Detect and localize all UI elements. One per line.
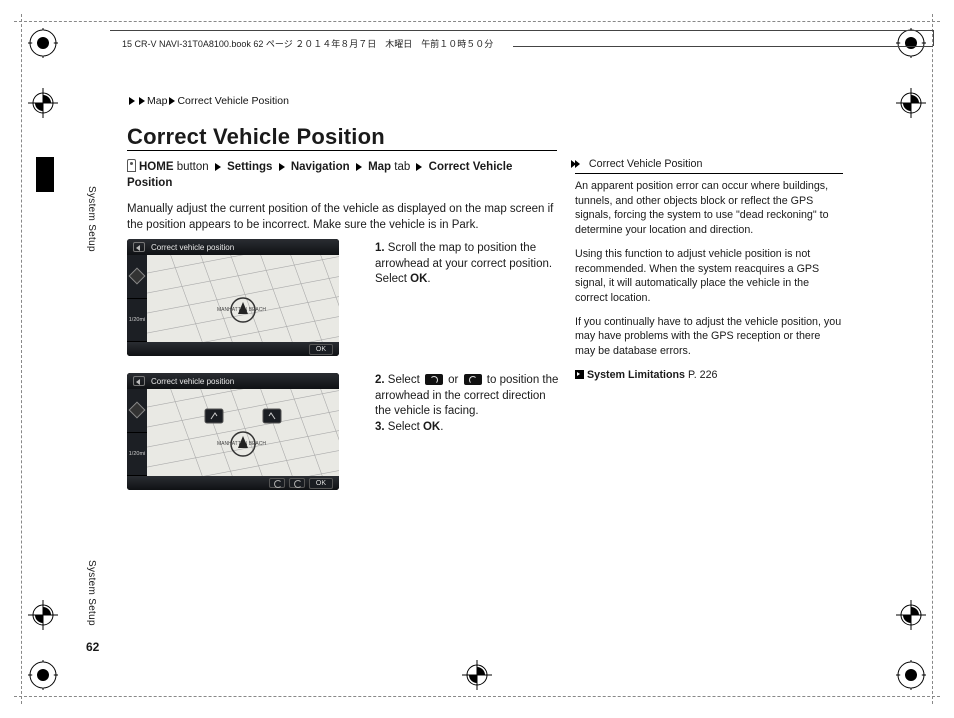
sidebar-ref: System Limitations P. 226: [575, 368, 843, 382]
side-label-top: System Setup: [86, 186, 97, 252]
crop-line-top: [14, 21, 940, 22]
map-area: MANHATTAN BEACH: [147, 389, 339, 476]
section-tab: [36, 157, 54, 192]
rotate-cw-icon: [289, 478, 305, 488]
shot-title: Correct vehicle position: [151, 377, 234, 386]
map-area: MANHATTAN BEACH: [147, 255, 339, 342]
home-icon: [127, 159, 136, 172]
reg-mark-br: [896, 660, 926, 690]
crop-line-bottom: [14, 696, 940, 697]
sidebar-p3: If you continually have to adjust the ve…: [575, 315, 843, 358]
reg-mark-tl: [28, 28, 58, 58]
breadcrumb: MapCorrect Vehicle Position: [127, 95, 289, 107]
reg-cross-bc: [462, 660, 492, 690]
reg-mark-bl: [28, 660, 58, 690]
reg-cross-r2: [896, 600, 926, 630]
sidebar-note: Correct Vehicle Position An apparent pos…: [575, 157, 843, 383]
back-icon: [133, 242, 145, 252]
rotate-cw-button-icon: [464, 374, 482, 385]
steps-2-3: 2. Select or to position the arrowhead i…: [375, 373, 560, 435]
page-title: Correct Vehicle Position: [127, 124, 385, 150]
page-number: 62: [86, 640, 99, 654]
rotate-ccw-button-icon: [425, 374, 443, 385]
crop-line-right: [932, 14, 933, 704]
ok-button: OK: [309, 478, 333, 489]
reg-cross-l1: [28, 88, 58, 118]
compass-icon: [129, 402, 146, 419]
title-rule: [127, 150, 557, 151]
compass-icon: [129, 268, 146, 285]
side-label-bottom: System Setup: [86, 560, 97, 626]
header-meta: 15 CR-V NAVI-31T0A8100.book 62 ページ ２０１４年…: [122, 37, 493, 50]
sidebar-p1: An apparent position error can occur whe…: [575, 179, 843, 237]
scale-label: 1/20mi: [129, 451, 146, 457]
sidebar-heading: Correct Vehicle Position: [589, 158, 702, 170]
crop-line-left: [21, 14, 22, 704]
nav-path: HOME button Settings Navigation Map tab …: [127, 159, 547, 191]
screenshot-2: Correct vehicle position 1/20mi MANHATTA…: [127, 373, 339, 490]
sidebar-p2: Using this function to adjust vehicle po…: [575, 247, 843, 305]
step-1: 1. Scroll the map to position the arrowh…: [375, 241, 560, 288]
back-icon: [133, 376, 145, 386]
shot-title: Correct vehicle position: [151, 243, 234, 252]
rotate-ccw-icon: [269, 478, 285, 488]
double-chevron-icon: [575, 160, 580, 168]
ok-button: OK: [309, 344, 333, 355]
reg-cross-l2: [28, 600, 58, 630]
screenshot-1: Correct vehicle position 1/20mi MANHATTA…: [127, 239, 339, 356]
scale-label: 1/20mi: [129, 317, 146, 323]
ref-icon: [575, 370, 584, 379]
intro-text: Manually adjust the current position of …: [127, 202, 557, 233]
reg-cross-r1: [896, 88, 926, 118]
